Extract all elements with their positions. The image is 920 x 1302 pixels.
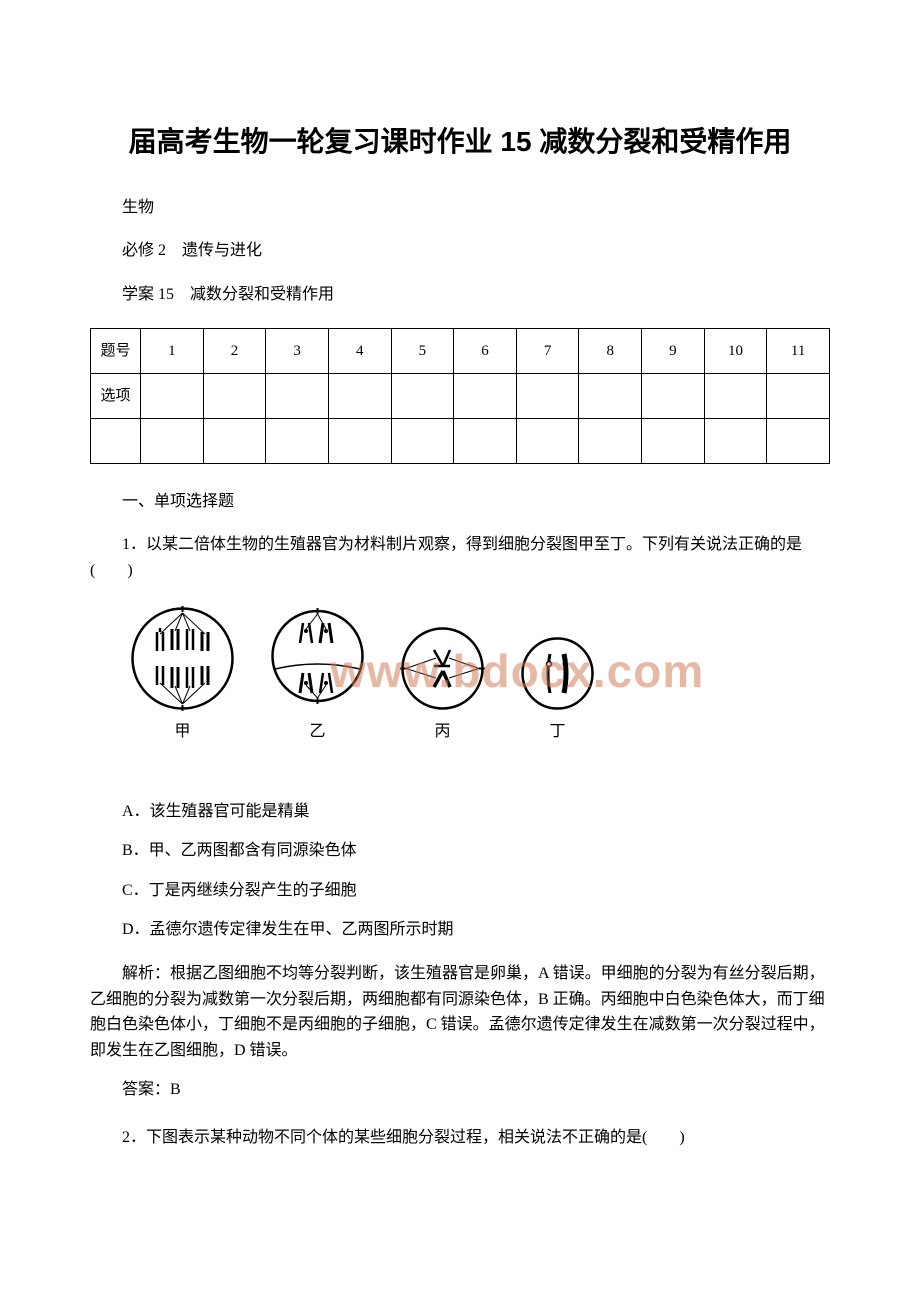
answer-cell: [203, 373, 266, 418]
answer-sheet-table: 题号 1 2 3 4 5 6 7 8 9 10 11 选项: [90, 328, 830, 464]
answer-cell: [141, 373, 204, 418]
col-num: 8: [579, 328, 642, 373]
col-num: 6: [454, 328, 517, 373]
answer-cell: [391, 373, 454, 418]
q1-stem: 1．以某二倍体生物的生殖器官为材料制片观察，得到细胞分裂图甲至丁。下列有关说法正…: [90, 532, 830, 583]
row-label: 选项: [91, 373, 141, 418]
answer-cell: [391, 418, 454, 463]
col-num: 3: [266, 328, 329, 373]
figure-label: 甲: [174, 719, 190, 745]
table-row: 题号 1 2 3 4 5 6 7 8 9 10 11: [91, 328, 830, 373]
answer-cell: [579, 418, 642, 463]
cell-figure-bing: 丙: [400, 626, 485, 745]
answer-cell: [516, 418, 579, 463]
answer-cell: [328, 373, 391, 418]
answer-cell: [203, 418, 266, 463]
option-a: A．该生殖器官可能是精巢: [90, 799, 830, 825]
answer-cell: [579, 373, 642, 418]
figure-label: 乙: [309, 719, 325, 745]
option-c: C．丁是丙继续分裂产生的子细胞: [90, 878, 830, 904]
subject-line: 生物: [90, 195, 830, 221]
answer-cell: [642, 373, 705, 418]
cell-diagram-icon: [400, 626, 485, 711]
q2-stem: 2．下图表示某种动物不同个体的某些细胞分裂过程，相关说法不正确的是( ): [90, 1125, 830, 1151]
q1-options: A．该生殖器官可能是精巢 B．甲、乙两图都含有同源染色体 C．丁是丙继续分裂产生…: [90, 799, 830, 943]
lesson-line: 学案 15 减数分裂和受精作用: [90, 282, 830, 308]
cell-figure-ding: 丁: [520, 636, 595, 745]
col-num: 2: [203, 328, 266, 373]
answer-cell: [141, 418, 204, 463]
figure-label: 丁: [549, 719, 565, 745]
table-row: [91, 418, 830, 463]
col-num: 9: [642, 328, 705, 373]
col-num: 1: [141, 328, 204, 373]
col-num: 11: [767, 328, 830, 373]
col-num: 5: [391, 328, 454, 373]
module-line: 必修 2 遗传与进化: [90, 238, 830, 264]
answer-cell: [704, 418, 767, 463]
answer-cell: [266, 373, 329, 418]
cell-diagram-icon: [130, 606, 235, 711]
q1-figure: 甲: [130, 601, 830, 768]
col-num: 7: [516, 328, 579, 373]
answer-cell: [704, 373, 767, 418]
q1-answer: 答案：B: [90, 1077, 830, 1103]
answer-cell: [767, 418, 830, 463]
row-label: [91, 418, 141, 463]
row-label: 题号: [91, 328, 141, 373]
col-num: 10: [704, 328, 767, 373]
answer-cell: [642, 418, 705, 463]
col-num: 4: [328, 328, 391, 373]
table-row: 选项: [91, 373, 830, 418]
answer-cell: [454, 373, 517, 418]
answer-cell: [266, 418, 329, 463]
q1-analysis: 解析：根据乙图细胞不均等分裂判断，该生殖器官是卵巢，A 错误。甲细胞的分裂为有丝…: [90, 961, 830, 1063]
answer-cell: [328, 418, 391, 463]
option-d: D．孟德尔遗传定律发生在甲、乙两图所示时期: [90, 917, 830, 943]
cell-diagram-icon: [270, 601, 365, 711]
cell-figure-jia: 甲: [130, 606, 235, 745]
answer-cell: [767, 373, 830, 418]
cell-diagram-icon: [520, 636, 595, 711]
answer-cell: [516, 373, 579, 418]
section-heading: 一、单项选择题: [90, 489, 830, 515]
cell-figure-yi: 乙: [270, 601, 365, 745]
figure-label: 丙: [434, 719, 450, 745]
option-b: B．甲、乙两图都含有同源染色体: [90, 838, 830, 864]
answer-cell: [454, 418, 517, 463]
page-title: 届高考生物一轮复习课时作业 15 减数分裂和受精作用: [90, 120, 830, 165]
